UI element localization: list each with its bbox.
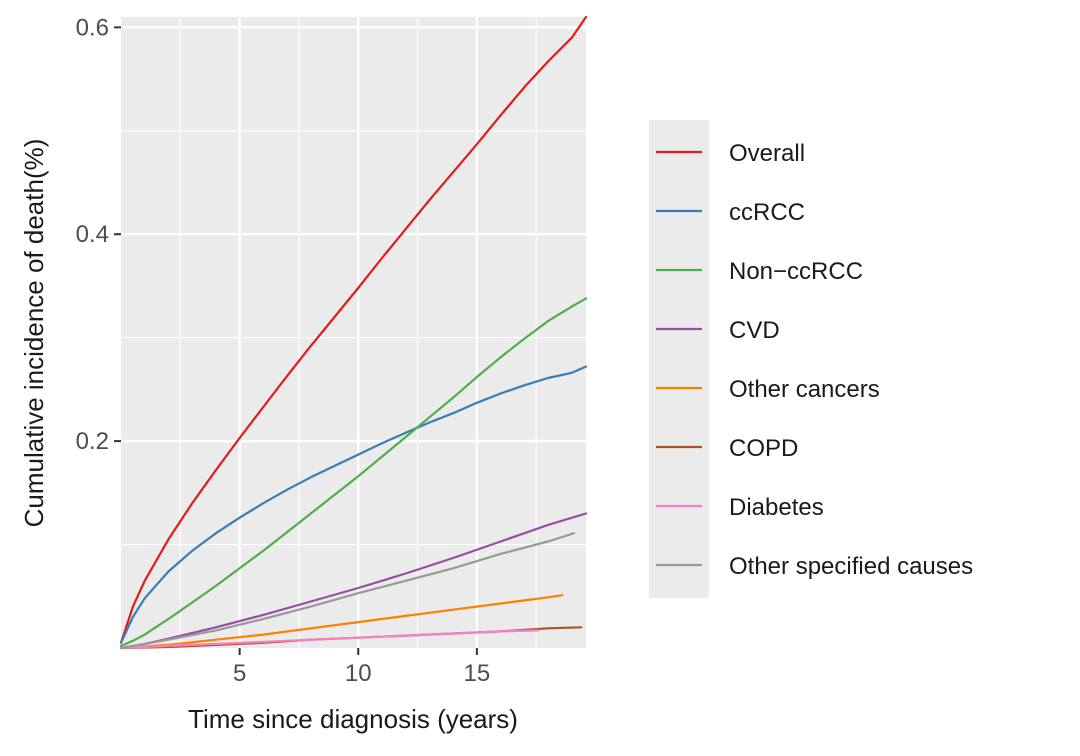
legend-label-diabetes: Diabetes: [729, 494, 824, 521]
legend-label-copd: COPD: [729, 435, 798, 462]
y-tick-label: 0.6: [76, 14, 109, 41]
x-tick-label: 5: [233, 660, 246, 687]
legend-label-non-ccrcc: Non−ccRCC: [729, 258, 863, 285]
legend-label-cvd: CVD: [729, 317, 780, 344]
y-axis-title: Cumulative incidence of death(%): [19, 139, 49, 528]
y-tick-label: 0.2: [76, 428, 109, 455]
legend-label-overall: Overall: [729, 140, 805, 167]
x-axis-title: Time since diagnosis (years): [188, 704, 518, 734]
series-lines: [119, 15, 588, 650]
series-line-other-cancers: [119, 594, 564, 650]
series-line-overall: [119, 15, 588, 644]
grid-major: [121, 17, 586, 648]
axis-ticks: [114, 26, 478, 655]
legend: Overall ccRCC Non−ccRCC CVD Other cancers COP…: [649, 120, 973, 598]
y-tick-label: 0.4: [76, 221, 109, 248]
legend-label-other-cancers: Other cancers: [729, 376, 880, 403]
series-line-non-ccrcc: [119, 297, 588, 648]
series-line-diabetes: [119, 629, 540, 650]
legend-background: [649, 120, 709, 598]
grid-minor: [121, 17, 586, 648]
x-tick-label: 15: [464, 660, 491, 687]
plot-panel: [121, 17, 586, 648]
x-tick-label: 10: [345, 660, 372, 687]
legend-items: Overall ccRCC Non−ccRCC CVD Other cancers COP…: [656, 140, 973, 580]
series-line-other-specified-causes: [119, 532, 576, 650]
series-line-ccrcc: [119, 365, 588, 644]
legend-label-other-specified-causes: Other specified causes: [729, 553, 973, 580]
tick-labels: 5 10 15 0.2 0.4 0.6: [76, 14, 491, 687]
legend-label-ccrcc: ccRCC: [729, 199, 805, 226]
